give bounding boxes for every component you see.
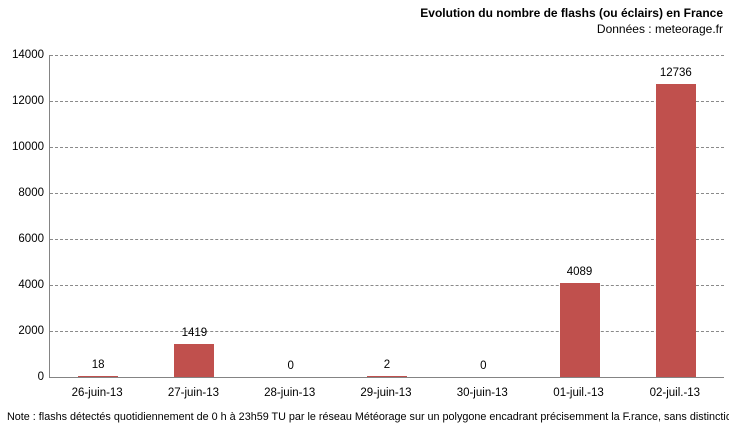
data-label: 2 bbox=[383, 358, 391, 371]
bar bbox=[559, 282, 600, 377]
x-tick-label: 27-juin-13 bbox=[167, 387, 219, 399]
bar-slot: 2 bbox=[339, 55, 435, 377]
y-tick-label: 6000 bbox=[18, 233, 44, 245]
y-tick-label: 12000 bbox=[12, 95, 44, 107]
y-tick-label: 10000 bbox=[12, 141, 44, 153]
chart-header: Evolution du nombre de flashs (ou éclair… bbox=[420, 5, 723, 37]
bar bbox=[174, 344, 215, 377]
x-tick-label: 26-juin-13 bbox=[71, 387, 123, 399]
data-label: 0 bbox=[287, 360, 294, 372]
chart-subtitle: Données : meteorage.fr bbox=[596, 22, 723, 36]
data-label: 12736 bbox=[659, 67, 692, 80]
plot-area: 18 1419 0 2 0 4089 12736 bbox=[49, 55, 724, 378]
bar-slot: 12736 bbox=[628, 55, 724, 377]
y-tick-label: 8000 bbox=[18, 187, 44, 199]
x-tick-label: 29-juin-13 bbox=[360, 387, 412, 399]
bar-series: 18 1419 0 2 0 4089 12736 bbox=[50, 55, 724, 377]
chart-title: Evolution du nombre de flashs (ou éclair… bbox=[420, 6, 723, 20]
gridline bbox=[50, 147, 724, 148]
chart-note: Note : flashs détectés quotidiennement d… bbox=[7, 411, 729, 423]
y-tick-label: 14000 bbox=[12, 49, 44, 61]
gridline bbox=[50, 239, 724, 240]
bar-slot: 4089 bbox=[531, 55, 627, 377]
x-tick-label: 28-juin-13 bbox=[264, 387, 316, 399]
data-label: 1419 bbox=[181, 327, 208, 340]
gridline bbox=[50, 55, 724, 56]
gridline bbox=[50, 285, 724, 286]
gridline bbox=[50, 101, 724, 102]
y-tick-label: 4000 bbox=[18, 279, 44, 291]
bar-slot: 0 bbox=[435, 55, 531, 377]
data-label: 4089 bbox=[566, 265, 593, 278]
data-label: 0 bbox=[480, 360, 487, 372]
y-tick-label: 2000 bbox=[18, 325, 44, 337]
bar bbox=[366, 375, 407, 377]
gridline bbox=[50, 193, 724, 194]
bar-slot: 18 bbox=[50, 55, 146, 377]
x-tick-label: 30-juin-13 bbox=[456, 387, 508, 399]
x-tick-label: 01-juil.-13 bbox=[553, 387, 604, 399]
y-axis-labels: 0 2000 4000 6000 8000 10000 12000 14000 bbox=[0, 49, 44, 383]
bar-slot: 0 bbox=[243, 55, 339, 377]
y-tick-label: 0 bbox=[37, 371, 44, 383]
bar-slot: 1419 bbox=[146, 55, 242, 377]
bar bbox=[78, 375, 119, 377]
bar bbox=[655, 84, 696, 377]
x-tick-label: 02-juil.-13 bbox=[649, 387, 701, 399]
data-label: 18 bbox=[91, 358, 105, 371]
gridline bbox=[50, 331, 724, 332]
x-axis-labels: 26-juin-13 27-juin-13 28-juin-13 29-juin-13… bbox=[49, 378, 723, 399]
